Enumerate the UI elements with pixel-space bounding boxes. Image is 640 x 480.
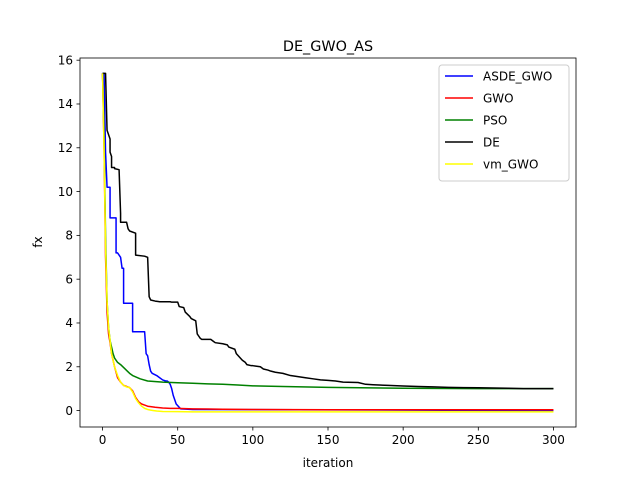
y-axis-title: fx xyxy=(31,236,45,247)
x-tick-label: 250 xyxy=(467,433,490,447)
x-tick-label: 50 xyxy=(170,433,185,447)
x-tick-label: 0 xyxy=(99,433,107,447)
series-line-vm-gwo xyxy=(101,73,554,413)
y-tick-label: 12 xyxy=(58,141,73,155)
plot-area xyxy=(101,72,554,413)
x-tick-label: 150 xyxy=(317,433,340,447)
x-tick-label: 100 xyxy=(241,433,264,447)
legend: ASDE_GWO GWO PSO DE vm_GWO xyxy=(438,64,570,182)
y-tick-label: 0 xyxy=(65,404,73,418)
y-tick-label: 6 xyxy=(65,272,73,286)
legend-label: vm_GWO xyxy=(483,158,538,172)
y-tick-label: 2 xyxy=(65,360,73,374)
y-tick-label: 14 xyxy=(58,97,73,111)
y-tick-label: 10 xyxy=(58,185,73,199)
legend-box xyxy=(438,64,570,182)
legend-label: GWO xyxy=(483,92,514,106)
legend-label: ASDE_GWO xyxy=(483,70,552,84)
y-tick-label: 8 xyxy=(65,229,73,243)
axes: 0 50 100 150 200 250 300 0 2 4 6 8 10 12 14 16 xyxy=(58,53,577,447)
x-tick-label: 300 xyxy=(542,433,565,447)
y-tick-label: 4 xyxy=(65,316,73,330)
chart-title: DE_GWO_AS xyxy=(283,39,373,55)
legend-label: DE xyxy=(483,136,500,150)
y-tick-label: 16 xyxy=(58,53,73,67)
series-line-asde-gwo xyxy=(102,72,554,412)
x-axis-title: iteration xyxy=(303,456,354,470)
legend-label: PSO xyxy=(483,114,507,128)
x-tick-label: 200 xyxy=(392,433,415,447)
series-line-de xyxy=(102,72,554,390)
